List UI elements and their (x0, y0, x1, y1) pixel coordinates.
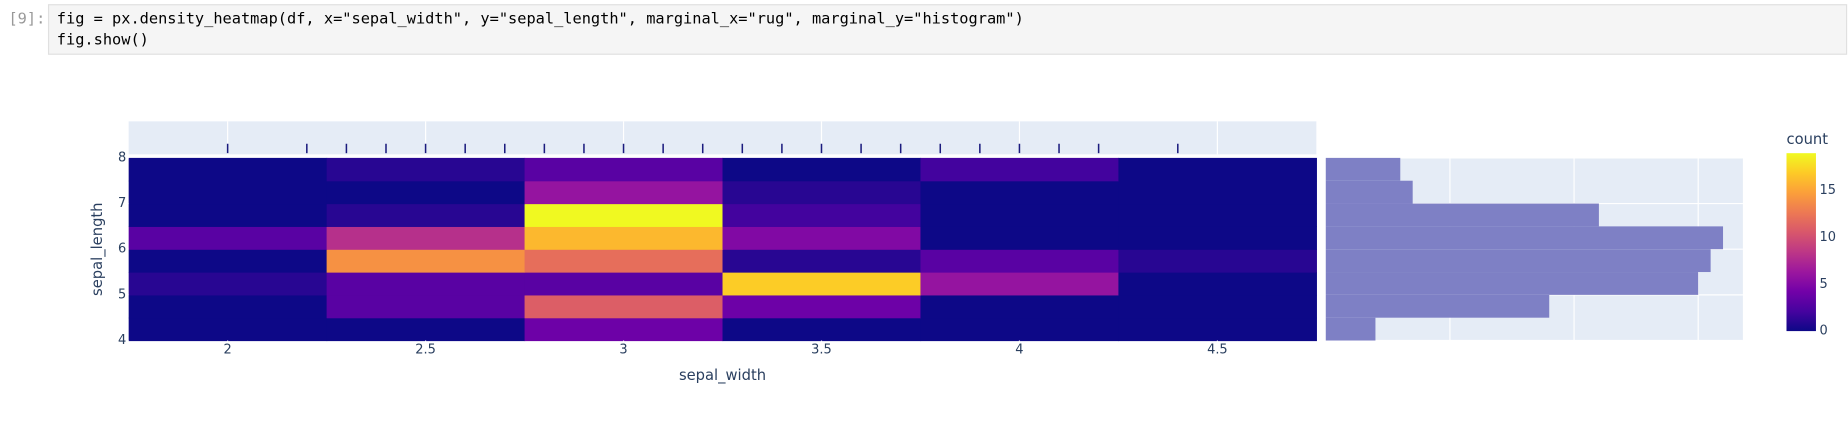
heatmap-cell (524, 157, 724, 182)
colorbar-tick-label: 15 (1819, 183, 1835, 198)
y-tick-label: 8 (118, 150, 126, 165)
histogram-bar (1325, 226, 1724, 250)
heatmap-cell (722, 294, 922, 319)
heatmap-cell (128, 157, 328, 182)
heatmap-cell (722, 226, 922, 250)
heatmap-cell (524, 317, 724, 342)
histogram-bar (1325, 294, 1550, 318)
heatmap-cell (326, 294, 526, 319)
chart: 2 2.5 3 3.5 4 4.5 4 5 6 7 8 sepal_width sepal_length… (89, 121, 1836, 384)
y-tick-label: 5 (118, 287, 126, 302)
heatmap-cell (1118, 203, 1317, 227)
y-axis-title: sepal_length (89, 202, 106, 295)
heatmap-cell (1118, 249, 1317, 273)
histogram-bar (1325, 180, 1413, 204)
heatmap-cell (326, 226, 526, 250)
rug-background (128, 121, 1317, 155)
heatmap-cell (920, 294, 1120, 319)
heatmap-cell (920, 249, 1120, 273)
heatmap-cell (128, 294, 328, 319)
heatmap-cell (920, 226, 1120, 250)
heatmap-cell (128, 203, 328, 227)
heatmap-cell (326, 157, 526, 182)
heatmap-cell (722, 203, 922, 227)
heatmap-cell (326, 180, 526, 205)
heatmap-cell (1118, 272, 1317, 296)
heatmap-cell (722, 180, 922, 205)
heatmap-cell (1118, 157, 1317, 182)
heatmap-cell (326, 272, 526, 296)
heatmap-cell (920, 317, 1120, 342)
colorbar-tick-label: 5 (1819, 277, 1827, 292)
heatmap-cell (920, 180, 1120, 205)
heatmap-cell (128, 272, 328, 296)
heatmap-cell (524, 272, 724, 296)
heatmap-cell (128, 226, 328, 250)
heatmap-cell (128, 249, 328, 273)
colorbar (1786, 153, 1816, 332)
heatmap-cell (1118, 180, 1317, 205)
heatmap-cell (326, 203, 526, 227)
x-tick-label: 2 (224, 342, 232, 357)
heatmap-cell (920, 272, 1120, 296)
histogram-bar (1325, 272, 1699, 295)
code-line: fig = px.density_heatmap(df, x="sepal_wi… (57, 9, 1024, 27)
histogram-bar (1325, 157, 1401, 181)
x-axis-title: sepal_width (679, 367, 766, 384)
histogram-bar (1325, 203, 1599, 227)
heatmap-cell (1118, 317, 1317, 342)
heatmap-cell (920, 157, 1120, 182)
x-tick-label: 4.5 (1207, 342, 1228, 357)
heatmap-cell (920, 203, 1120, 227)
heatmap-cell (1118, 226, 1317, 250)
heatmap-cell (1118, 294, 1317, 319)
y-tick-label: 6 (118, 242, 126, 257)
heatmap-cell (722, 249, 922, 273)
heatmap-cell (524, 294, 724, 319)
heatmap-cell (128, 180, 328, 205)
heatmap-cell (722, 157, 922, 182)
code-line: fig.show() (57, 31, 149, 49)
code-cell[interactable] (47, 4, 1848, 55)
cell-prompt: [9]: (8, 9, 45, 27)
heatmap-cell (524, 180, 724, 205)
histogram-bar (1325, 249, 1711, 273)
heatmap-cell (524, 226, 724, 250)
heatmap-cell (722, 317, 922, 342)
y-tick-label: 7 (118, 196, 126, 211)
colorbar-tick-label: 0 (1819, 324, 1827, 339)
y-tick-label: 4 (118, 333, 126, 348)
x-tick-label: 3.5 (811, 342, 832, 357)
heatmap-cell (722, 272, 922, 296)
colorbar-tick-label: 10 (1819, 230, 1835, 245)
colorbar-title: count (1786, 131, 1828, 148)
heatmap-cell (326, 317, 526, 342)
heatmap-cell (524, 249, 724, 273)
x-tick-label: 2.5 (415, 342, 436, 357)
heatmap-cell (524, 203, 724, 227)
x-tick-label: 3 (619, 342, 627, 357)
heatmap-cell (326, 249, 526, 273)
heatmap-cell (128, 317, 328, 342)
x-tick-label: 4 (1015, 342, 1023, 357)
histogram-bar (1325, 317, 1376, 341)
